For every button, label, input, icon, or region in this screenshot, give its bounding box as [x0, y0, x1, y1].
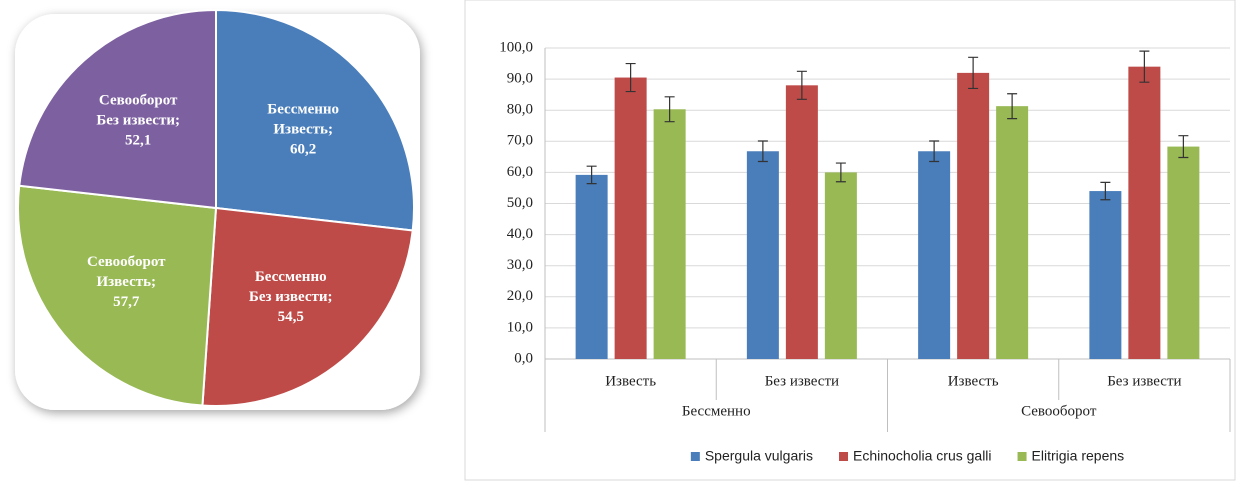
bar: [614, 77, 647, 360]
y-tick-label: 90,0: [507, 71, 533, 87]
x-tick-label: Известь: [605, 373, 656, 389]
error-bar: [664, 96, 675, 123]
error-bar: [1100, 181, 1111, 201]
y-tick-label: 30,0: [507, 257, 533, 273]
y-tick-label: 20,0: [507, 288, 533, 304]
bar: [1167, 146, 1200, 359]
error-bar: [625, 62, 636, 93]
error-bar: [1139, 50, 1150, 83]
legend-marker: [839, 452, 849, 461]
bar: [918, 151, 951, 359]
y-tick-label: 10,0: [507, 319, 533, 335]
bar: [957, 72, 990, 359]
slice-label: Севооборот: [87, 254, 166, 270]
slice-value-label: 54,5: [278, 309, 304, 325]
pie-slice: [17, 184, 218, 407]
y-tick-label: 40,0: [507, 226, 533, 242]
error-bar: [1007, 93, 1018, 120]
bar: [575, 174, 608, 359]
slice-value-label: 60,2: [290, 142, 316, 158]
pie-slice: [201, 206, 414, 407]
y-tick-label: 100,0: [499, 39, 533, 55]
slice-label: Известь;: [273, 122, 333, 138]
legend-label: Elitrigia repens: [1032, 448, 1125, 464]
group-label: Бессменно: [682, 403, 751, 419]
error-bar: [835, 162, 846, 183]
error-bar: [968, 56, 979, 90]
x-tick-label: Без извести: [1107, 373, 1181, 389]
x-tick-label: Известь: [948, 373, 999, 389]
group-label: Севооборот: [1021, 403, 1097, 419]
x-tick-label: Без извести: [765, 373, 839, 389]
error-bar: [586, 165, 597, 185]
y-tick-label: 70,0: [507, 133, 533, 149]
pie-slice: [215, 8, 415, 232]
bar: [785, 85, 818, 359]
error-bar: [757, 140, 768, 163]
legend-marker: [690, 452, 700, 461]
bar: [653, 109, 686, 359]
slice-value-label: 52,1: [125, 132, 151, 148]
slice-label: Без извести;: [249, 289, 333, 305]
slice-value-label: 57,7: [113, 294, 140, 310]
error-bar: [929, 140, 940, 163]
y-tick-label: 80,0: [507, 102, 533, 118]
error-bar: [796, 70, 807, 100]
legend-marker: [1017, 452, 1027, 461]
bar: [1128, 66, 1161, 359]
y-tick-label: 60,0: [507, 164, 533, 180]
bar: [996, 106, 1029, 359]
pie-slice: [18, 8, 217, 210]
slice-label: Без извести;: [96, 112, 180, 128]
y-tick-label: 0,0: [514, 350, 533, 366]
slice-label: Бессменно: [267, 102, 339, 118]
slice-label: Севооборот: [99, 92, 178, 108]
bar: [1089, 191, 1122, 359]
slice-label: Известь;: [96, 274, 156, 290]
legend-label: Echinocholia crus galli: [853, 448, 992, 464]
legend-label: Spergula vulgaris: [705, 448, 813, 464]
slice-label: Бессменно: [255, 269, 327, 285]
bar: [746, 151, 779, 359]
bar: [824, 172, 857, 359]
error-bar: [1178, 135, 1189, 159]
y-tick-label: 50,0: [507, 195, 533, 211]
